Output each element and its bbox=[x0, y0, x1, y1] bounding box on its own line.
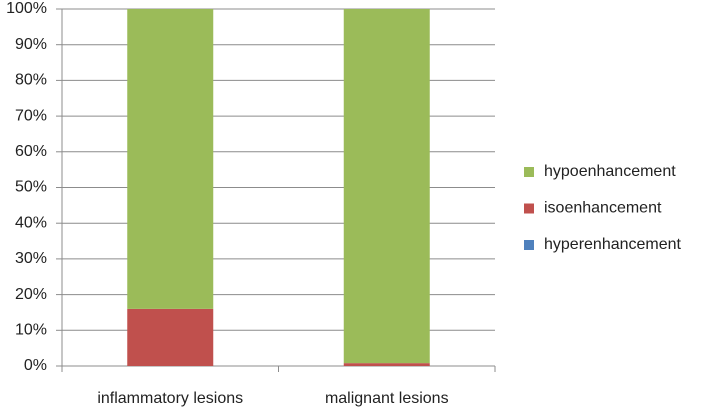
y-tick-label: 30% bbox=[15, 250, 47, 267]
legend-swatch bbox=[524, 240, 534, 250]
x-tick-label: inflammatory lesions bbox=[97, 390, 243, 407]
bar-segment bbox=[343, 9, 430, 364]
y-tick-label: 80% bbox=[15, 72, 47, 89]
y-tick-label: 20% bbox=[15, 286, 47, 303]
legend-label: isoenhancement bbox=[544, 200, 662, 217]
legend-label: hypoenhancement bbox=[544, 163, 676, 180]
y-tick-label: 40% bbox=[15, 214, 47, 231]
x-tick-label: malignant lesions bbox=[325, 390, 449, 407]
y-tick-label: 50% bbox=[15, 179, 47, 196]
bar-segment bbox=[127, 308, 214, 366]
bar-segment bbox=[343, 363, 430, 366]
y-tick-label: 60% bbox=[15, 143, 47, 160]
bar-segment bbox=[127, 9, 214, 309]
y-tick-label: 70% bbox=[15, 107, 47, 124]
y-tick-label: 100% bbox=[6, 0, 47, 17]
legend-label: hyperenhancement bbox=[544, 236, 682, 253]
legend-swatch bbox=[524, 167, 534, 177]
y-tick-label: 90% bbox=[15, 36, 47, 53]
legend-swatch bbox=[524, 203, 534, 214]
y-tick-label: 10% bbox=[15, 322, 47, 339]
y-tick-label: 0% bbox=[24, 357, 47, 374]
